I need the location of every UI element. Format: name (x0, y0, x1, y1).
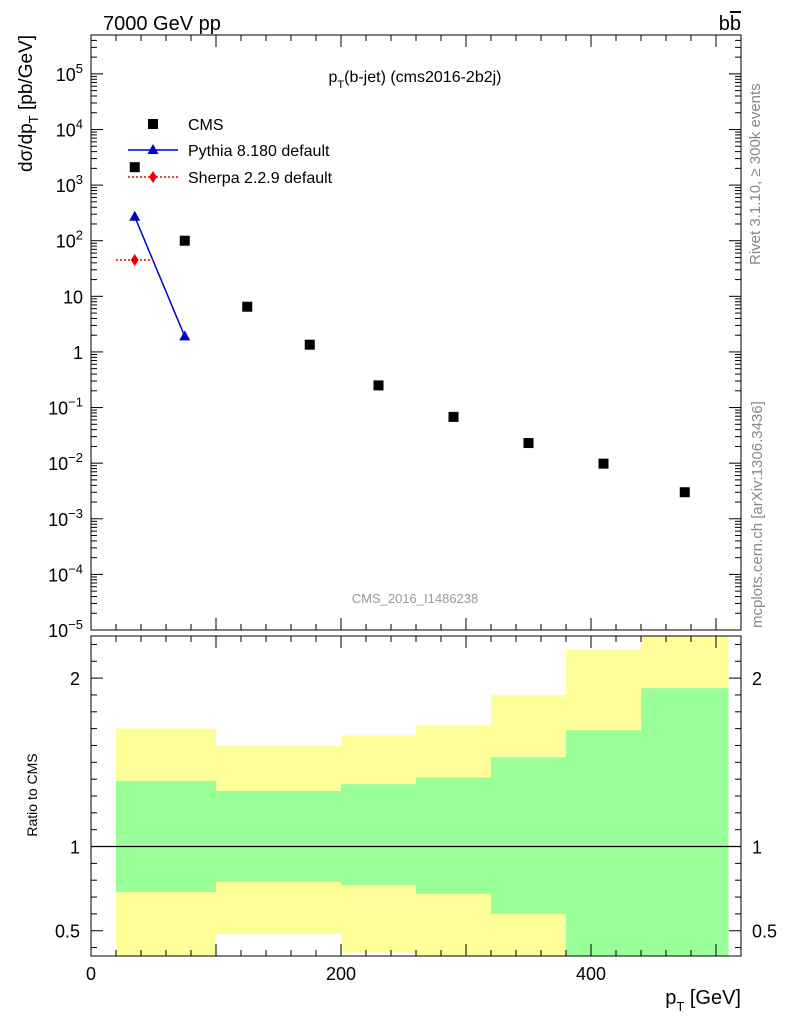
x-tick-label: 200 (326, 964, 356, 984)
y-tick-label: 104 (56, 116, 83, 140)
ratio-band-green (341, 784, 416, 886)
cms-point (679, 487, 690, 498)
ratio-band-green (216, 790, 341, 882)
y-tick-label: 102 (56, 228, 83, 252)
cms-point (448, 411, 459, 422)
ratio-y-tick-label: 1 (70, 838, 80, 858)
legend-label: CMS (188, 117, 224, 134)
cms-point (598, 458, 609, 469)
side-label-bottom: mcplots.cern.ch [arXiv:1306.3436] (749, 401, 766, 628)
ratio-xlabel: pT [GeV] (665, 987, 741, 1014)
ratio-y-tick-label-right: 2 (752, 669, 762, 689)
y-tick-label: 103 (56, 172, 83, 196)
header-right-text: bb (719, 13, 741, 35)
y-tick-label: 10−1 (48, 395, 83, 419)
pythia-line (134, 216, 186, 337)
y-tick-label: 10 (63, 287, 83, 307)
watermark: CMS_2016_I1486238 (352, 591, 479, 606)
x-tick-label: 400 (576, 964, 606, 984)
x-tick-label: 0 (86, 964, 96, 984)
y-tick-label: 10−4 (48, 561, 83, 585)
y-tick-label: 10−2 (48, 450, 83, 474)
main-title: pT(b-jet) (cms2016-2b2j) (328, 69, 501, 91)
cms-point (179, 235, 190, 246)
ratio-band-green (491, 757, 566, 914)
pythia-point (129, 210, 141, 221)
ratio-band-green (641, 688, 729, 956)
sherpa-point (130, 253, 139, 266)
legend-cms-marker (148, 119, 158, 129)
legend: CMS Pythia 8.180 default Sherpa 2.2.9 defa… (128, 117, 333, 187)
ratio-y-tick-label: 0.5 (55, 922, 80, 942)
ratio-y-tick-label-right: 0.5 (752, 922, 777, 942)
cms-point (304, 339, 315, 350)
y-tick-label: 1 (73, 343, 83, 363)
side-label-top: Rivet 3.1.10, ≥ 300k events (747, 83, 764, 265)
y-tick-label: 10−3 (48, 506, 83, 530)
ratio-panel: 0 200 400 0.5 0.5 1 1 2 2 Ratio to CMS pT [GeV] (24, 635, 777, 1014)
legend-sherpa-marker (149, 171, 157, 183)
ratio-band-green (416, 777, 491, 894)
cms-point (373, 380, 384, 391)
cms-point (242, 301, 253, 312)
ratio-ylabel: Ratio to CMS (24, 753, 40, 836)
pythia-point (179, 330, 191, 341)
y-tick-label: 10−5 (48, 617, 83, 641)
legend-label: Sherpa 2.2.9 default (188, 170, 333, 187)
header-left-text: 7000 GeV pp (103, 13, 221, 35)
ratio-band-green (116, 780, 216, 892)
ratio-y-tick-label-right: 1 (752, 838, 762, 858)
cms-point (523, 438, 534, 449)
legend-pythia-marker (147, 144, 159, 154)
ratio-y-tick-label: 2 (70, 669, 80, 689)
main-ylabel: dσ/dpT [pb/GeV] (16, 35, 41, 172)
ratio-band-green (566, 730, 641, 956)
legend-label: Pythia 8.180 default (188, 143, 330, 160)
y-tick-label: 105 (56, 61, 83, 85)
cms-point (129, 162, 140, 173)
